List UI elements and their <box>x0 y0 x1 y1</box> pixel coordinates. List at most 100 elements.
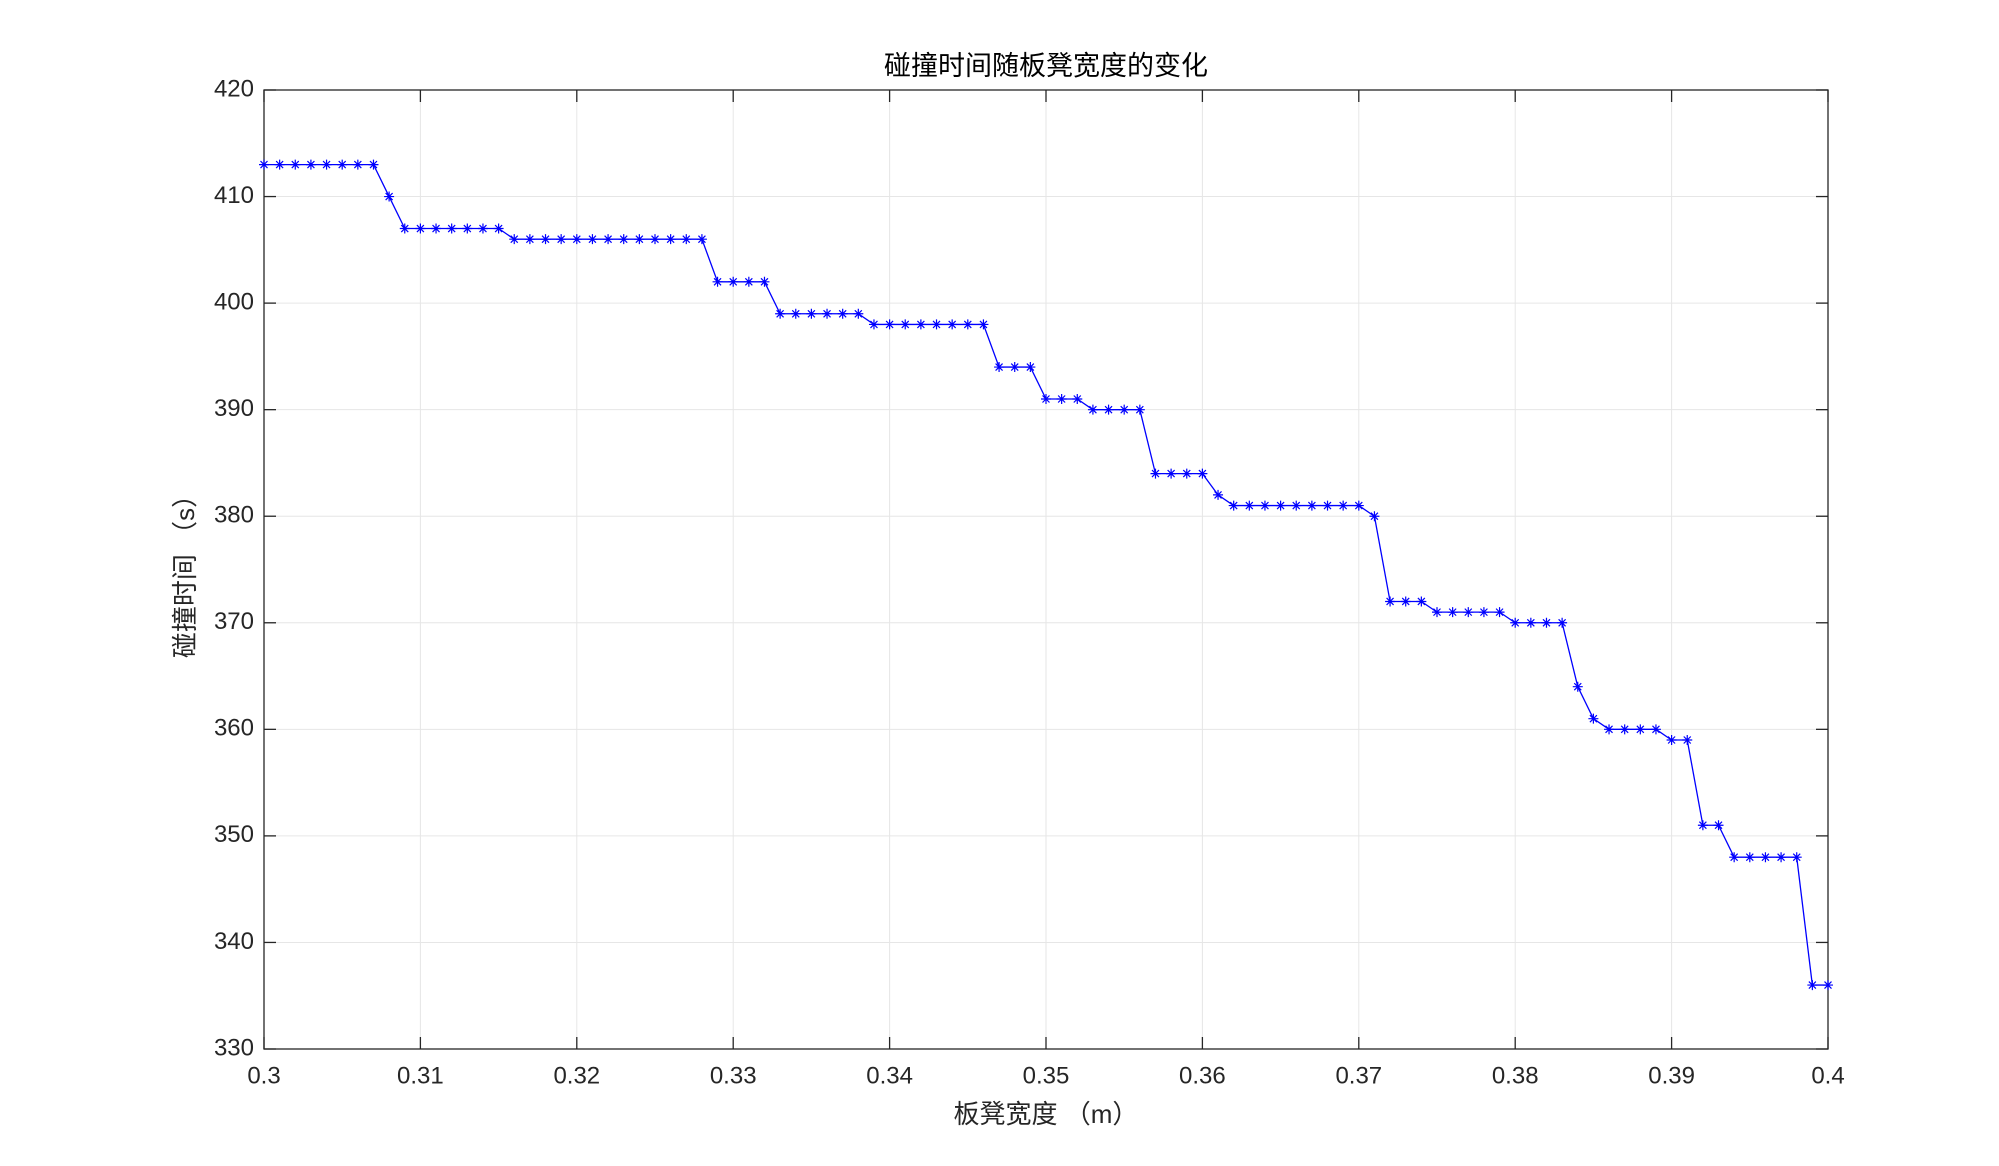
marker <box>1478 607 1489 618</box>
marker <box>853 308 864 319</box>
y-tick-label: 370 <box>214 608 254 635</box>
marker <box>587 234 598 245</box>
marker <box>1432 607 1442 618</box>
marker <box>1791 852 1802 863</box>
marker <box>477 223 488 234</box>
marker <box>1134 404 1145 415</box>
marker <box>1744 852 1755 863</box>
marker <box>431 223 442 234</box>
marker <box>415 223 426 234</box>
marker <box>1259 500 1270 511</box>
marker <box>947 319 958 330</box>
marker <box>1400 596 1411 607</box>
marker <box>1494 607 1505 618</box>
x-axis-label: 板凳宽度 （m） <box>954 1099 1139 1129</box>
marker <box>1119 404 1130 415</box>
marker <box>1306 500 1317 511</box>
marker <box>1166 468 1177 479</box>
x-tick-label: 0.3 <box>247 1062 280 1089</box>
marker <box>1103 404 1114 415</box>
marker <box>775 308 786 319</box>
marker <box>1353 500 1364 511</box>
marker <box>1150 468 1161 479</box>
marker <box>1541 617 1552 628</box>
x-tick-label: 0.32 <box>553 1062 600 1089</box>
x-tick-label: 0.37 <box>1335 1062 1382 1089</box>
marker <box>1588 713 1599 724</box>
marker <box>352 159 363 170</box>
x-tick-label: 0.35 <box>1023 1062 1070 1089</box>
marker <box>1181 468 1192 479</box>
marker <box>321 159 332 170</box>
x-tick-label: 0.33 <box>710 1062 757 1089</box>
marker <box>806 308 817 319</box>
x-tick-label: 0.36 <box>1179 1062 1226 1089</box>
marker <box>1244 500 1255 511</box>
marker <box>1807 980 1818 991</box>
marker <box>1228 500 1239 511</box>
y-tick-label: 330 <box>214 1034 254 1061</box>
marker <box>259 159 269 170</box>
marker <box>1682 734 1693 745</box>
marker <box>900 319 911 330</box>
chart-title: 碰撞时间随板凳宽度的变化 <box>884 51 1208 81</box>
marker <box>1823 980 1833 991</box>
marker <box>556 234 567 245</box>
marker <box>728 276 739 287</box>
marker <box>790 308 801 319</box>
y-tick-label: 400 <box>214 288 254 315</box>
marker <box>743 276 754 287</box>
marker <box>1510 617 1521 628</box>
marker <box>1072 394 1083 405</box>
marker <box>399 223 410 234</box>
x-tick-label: 0.31 <box>397 1062 444 1089</box>
marker <box>1697 820 1708 831</box>
marker <box>1197 468 1208 479</box>
marker <box>1291 500 1302 511</box>
marker <box>368 159 379 170</box>
marker <box>696 234 707 245</box>
marker <box>650 234 660 245</box>
marker <box>1009 362 1020 373</box>
y-tick-label: 340 <box>214 928 254 955</box>
y-tick-label: 380 <box>214 502 254 529</box>
x-tick-label: 0.38 <box>1492 1062 1539 1089</box>
marker <box>1087 404 1098 415</box>
marker <box>1635 724 1646 735</box>
marker <box>915 319 926 330</box>
marker <box>1025 362 1036 373</box>
marker <box>618 234 629 245</box>
marker <box>1619 724 1630 735</box>
axes-box <box>263 89 1829 1050</box>
marker <box>1557 617 1568 628</box>
marker <box>665 234 676 245</box>
marker <box>1525 617 1536 628</box>
marker <box>509 234 520 245</box>
marker <box>1213 489 1224 500</box>
marker <box>1041 394 1051 405</box>
y-tick-label: 420 <box>214 75 254 102</box>
x-tick-label: 0.4 <box>1811 1062 1844 1089</box>
marker <box>462 223 473 234</box>
marker <box>446 223 457 234</box>
marker <box>712 276 723 287</box>
x-tick-label: 0.39 <box>1648 1062 1695 1089</box>
y-axis-label: 碰撞时间 （s） <box>170 482 200 658</box>
marker <box>1729 852 1740 863</box>
y-tick-label: 360 <box>214 715 254 742</box>
marker <box>978 319 989 330</box>
marker <box>337 159 348 170</box>
marker <box>1650 724 1661 735</box>
marker <box>1385 596 1396 607</box>
marker <box>962 319 973 330</box>
marker <box>603 234 614 245</box>
y-tick-label: 410 <box>214 182 254 209</box>
marker <box>868 319 879 330</box>
marker <box>1447 607 1458 618</box>
marker <box>884 319 895 330</box>
marker <box>1338 500 1349 511</box>
marker <box>1463 607 1474 618</box>
marker <box>931 319 942 330</box>
marker <box>1604 724 1615 735</box>
